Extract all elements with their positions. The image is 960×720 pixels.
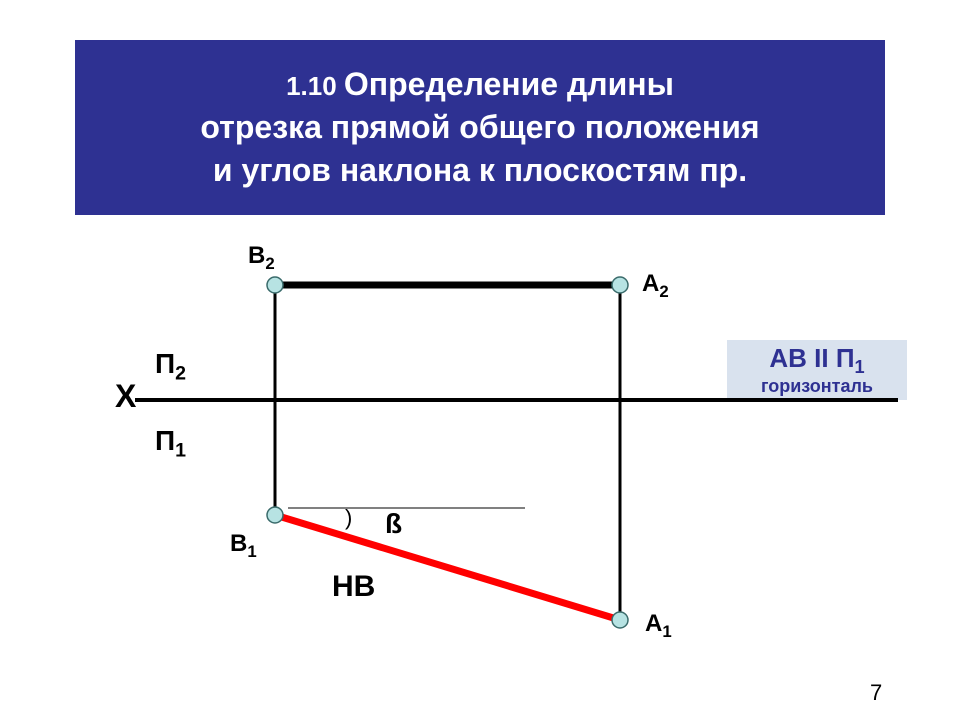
- label-a2: А2: [642, 270, 669, 302]
- point-a2: [612, 277, 628, 293]
- segment-b1a1-red: [275, 515, 620, 620]
- label-x: Х: [115, 378, 136, 415]
- label-a1: А1: [645, 610, 672, 642]
- label-beta: ß: [385, 508, 402, 540]
- label-p2: П2: [155, 348, 186, 386]
- angle-mark: ): [345, 505, 352, 531]
- label-p1: П1: [155, 425, 186, 463]
- point-b1: [267, 507, 283, 523]
- label-b1: В1: [230, 530, 257, 562]
- point-b2: [267, 277, 283, 293]
- label-b2: В2: [248, 242, 275, 274]
- label-hb: НВ: [332, 570, 375, 604]
- diagram-svg: [0, 0, 960, 720]
- point-a1: [612, 612, 628, 628]
- page-number: 7: [870, 680, 882, 706]
